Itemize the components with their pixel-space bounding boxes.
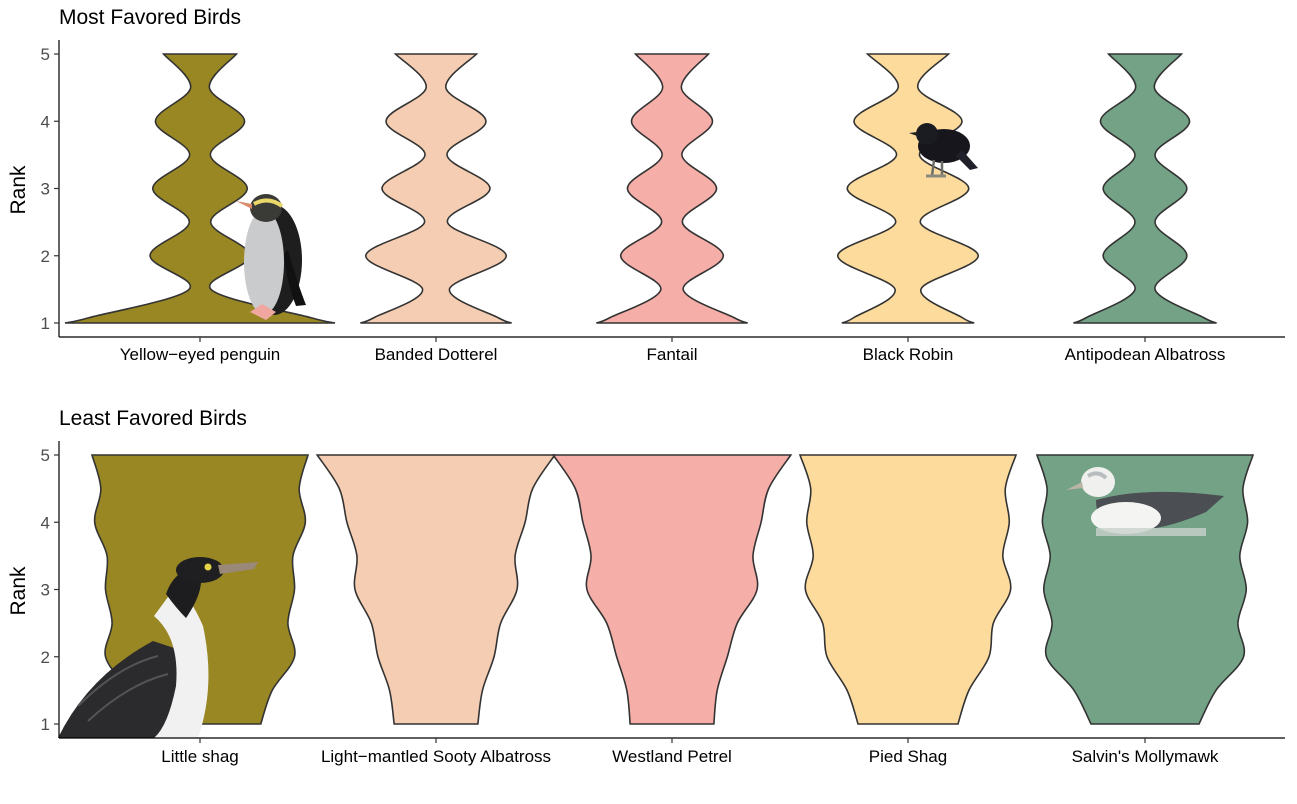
robin-head <box>916 123 938 145</box>
y-tick-label: 2 <box>41 247 50 266</box>
x-tick-label: Yellow−eyed penguin <box>120 345 281 364</box>
penguin-head <box>250 194 282 222</box>
shag-head <box>176 557 224 583</box>
y-tick-label: 2 <box>41 648 50 667</box>
violin-5 <box>1073 53 1217 324</box>
violin-4 <box>836 53 980 324</box>
shag-feather-line <box>87 673 169 722</box>
panel-title: Least Favored Birds <box>59 407 247 430</box>
x-tick-label: Little shag <box>161 747 239 766</box>
violin-2 <box>315 454 557 725</box>
violin-4 <box>798 454 1018 725</box>
penguin-flipper <box>284 250 306 306</box>
y-axis-label: Rank <box>7 566 30 616</box>
robin-legs <box>930 159 944 177</box>
mollymawk-water <box>1096 528 1206 536</box>
y-tick-label: 5 <box>41 446 50 465</box>
penguin-beak <box>236 201 252 209</box>
panel-most-favored: Most Favored Birds Rank 1 2 3 4 5 Yellow−eyed p… <box>7 6 1285 364</box>
x-tick-label: Pied Shag <box>869 747 947 766</box>
shag-beak <box>218 562 258 574</box>
x-tick-label: Banded Dotterel <box>375 345 498 364</box>
violin-5 <box>1035 454 1255 725</box>
x-tick-label: Antipodean Albatross <box>1065 345 1226 364</box>
x-tick-label: Light−mantled Sooty Albatross <box>321 747 551 766</box>
violin-2 <box>360 53 512 324</box>
penguin-belly <box>244 210 284 314</box>
mollymawk-beak <box>1066 482 1083 490</box>
panel-title: Most Favored Birds <box>59 6 241 29</box>
robin-tail <box>956 150 978 170</box>
penguin-feet <box>250 304 276 320</box>
violins <box>90 454 1255 725</box>
shag-eye <box>204 563 212 571</box>
shag-wing <box>58 641 198 738</box>
panel-least-favored: Least Favored Birds Rank 1 2 3 4 5 Little shag L… <box>7 407 1285 766</box>
y-tick-label: 1 <box>41 715 50 734</box>
black-robin-icon <box>909 123 978 178</box>
x-tick-label: Black Robin <box>863 345 954 364</box>
yellow-eyed-penguin-icon <box>236 194 306 320</box>
little-shag-icon <box>58 557 258 738</box>
x-tick-label: Salvin's Mollymawk <box>1072 747 1219 766</box>
y-tick-label: 1 <box>41 314 50 333</box>
mollymawk-body <box>1091 502 1161 534</box>
penguin-eye-band <box>253 198 284 208</box>
y-tick-label: 5 <box>41 45 50 64</box>
violin-3 <box>596 53 748 324</box>
shag-feather-line <box>77 655 159 707</box>
y-tick-label: 4 <box>41 513 50 532</box>
salvins-mollymawk-icon <box>1066 467 1224 536</box>
mollymawk-cap <box>1086 471 1108 480</box>
x-tick-label: Fantail <box>646 345 697 364</box>
violin-3 <box>551 454 793 725</box>
shag-chest <box>154 586 209 738</box>
y-tick-label: 3 <box>41 180 50 199</box>
violins <box>64 53 1217 324</box>
y-axis-label: Rank <box>7 165 30 215</box>
y-tick-label: 4 <box>41 112 50 131</box>
robin-beak <box>909 132 917 136</box>
x-tick-label: Westland Petrel <box>612 747 732 766</box>
y-tick-label: 3 <box>41 581 50 600</box>
